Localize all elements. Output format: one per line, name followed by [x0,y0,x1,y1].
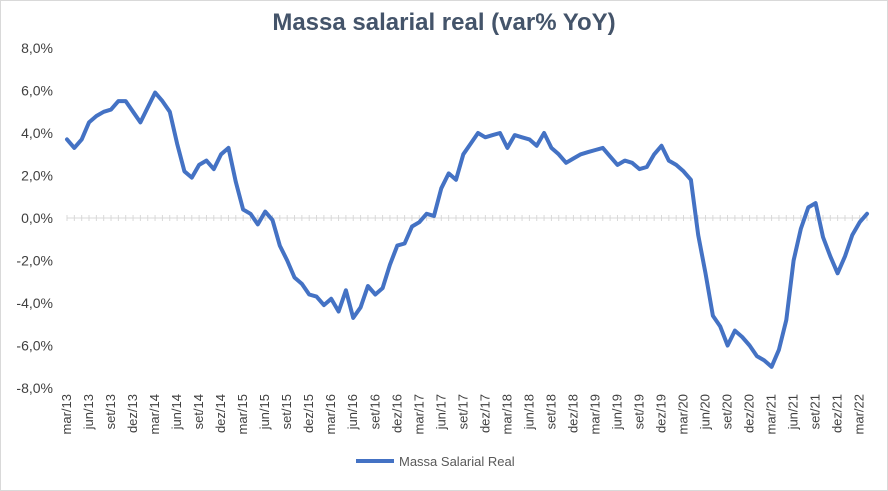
y-tick-label: 4,0% [21,125,53,141]
x-tick-label: set/14 [191,394,206,429]
chart-title: Massa salarial real (var% YoY) [272,9,616,36]
x-tick-label: dez/17 [477,394,492,433]
legend-label: Massa Salarial Real [399,454,515,469]
x-tick-label: set/17 [455,394,470,429]
x-tick-label: dez/13 [125,394,140,433]
x-tick-label: mar/19 [587,394,602,434]
y-tick-label: -4,0% [16,295,53,311]
y-tick-label: 2,0% [21,168,53,184]
x-tick-label: mar/22 [852,394,867,434]
y-tick-label: -8,0% [16,380,53,396]
x-tick-label: mar/17 [411,394,426,434]
y-tick-label: -6,0% [16,338,53,354]
x-tick-label: set/19 [631,394,646,429]
y-tick-label: 0,0% [21,210,53,226]
x-tick-label: dez/20 [742,394,757,433]
y-tick-label: -2,0% [16,253,53,269]
x-tick-label: jun/19 [609,394,624,430]
x-tick-label: mar/18 [499,394,514,434]
x-tick-label: jun/21 [786,394,801,430]
x-tick-label: jun/20 [698,394,713,430]
series-line-massa-salarial-real [65,90,869,369]
x-tick-label: jun/17 [433,394,448,430]
y-tick-label: 6,0% [21,83,53,99]
x-tick-label: mar/16 [323,394,338,434]
x-tick-label: set/18 [543,394,558,429]
x-tick-label: dez/19 [653,394,668,433]
x-tick-label: set/16 [367,394,382,429]
x-tick-label: mar/13 [59,394,74,434]
x-tick-label: dez/14 [213,394,228,433]
x-tick-label: dez/21 [830,394,845,433]
x-tick-label: set/13 [103,394,118,429]
x-tick-label: jun/18 [521,394,536,430]
x-tick-label: jun/13 [81,394,96,430]
x-tick-label: jun/15 [257,394,272,430]
x-tick-label: mar/21 [764,394,779,434]
x-tick-label: mar/15 [235,394,250,434]
x-tick-label: mar/20 [676,394,691,434]
x-tick-label: set/21 [808,394,823,429]
x-tick-label: set/15 [279,394,294,429]
x-tick-label: dez/18 [565,394,580,433]
x-tick-label: dez/16 [389,394,404,433]
x-tick-label: dez/15 [301,394,316,433]
x-tick-label: set/20 [720,394,735,429]
x-tick-label: mar/14 [147,394,162,434]
x-tick-label: jun/14 [169,394,184,430]
y-tick-label: 8,0% [21,40,53,56]
x-tick-label: jun/16 [345,394,360,430]
